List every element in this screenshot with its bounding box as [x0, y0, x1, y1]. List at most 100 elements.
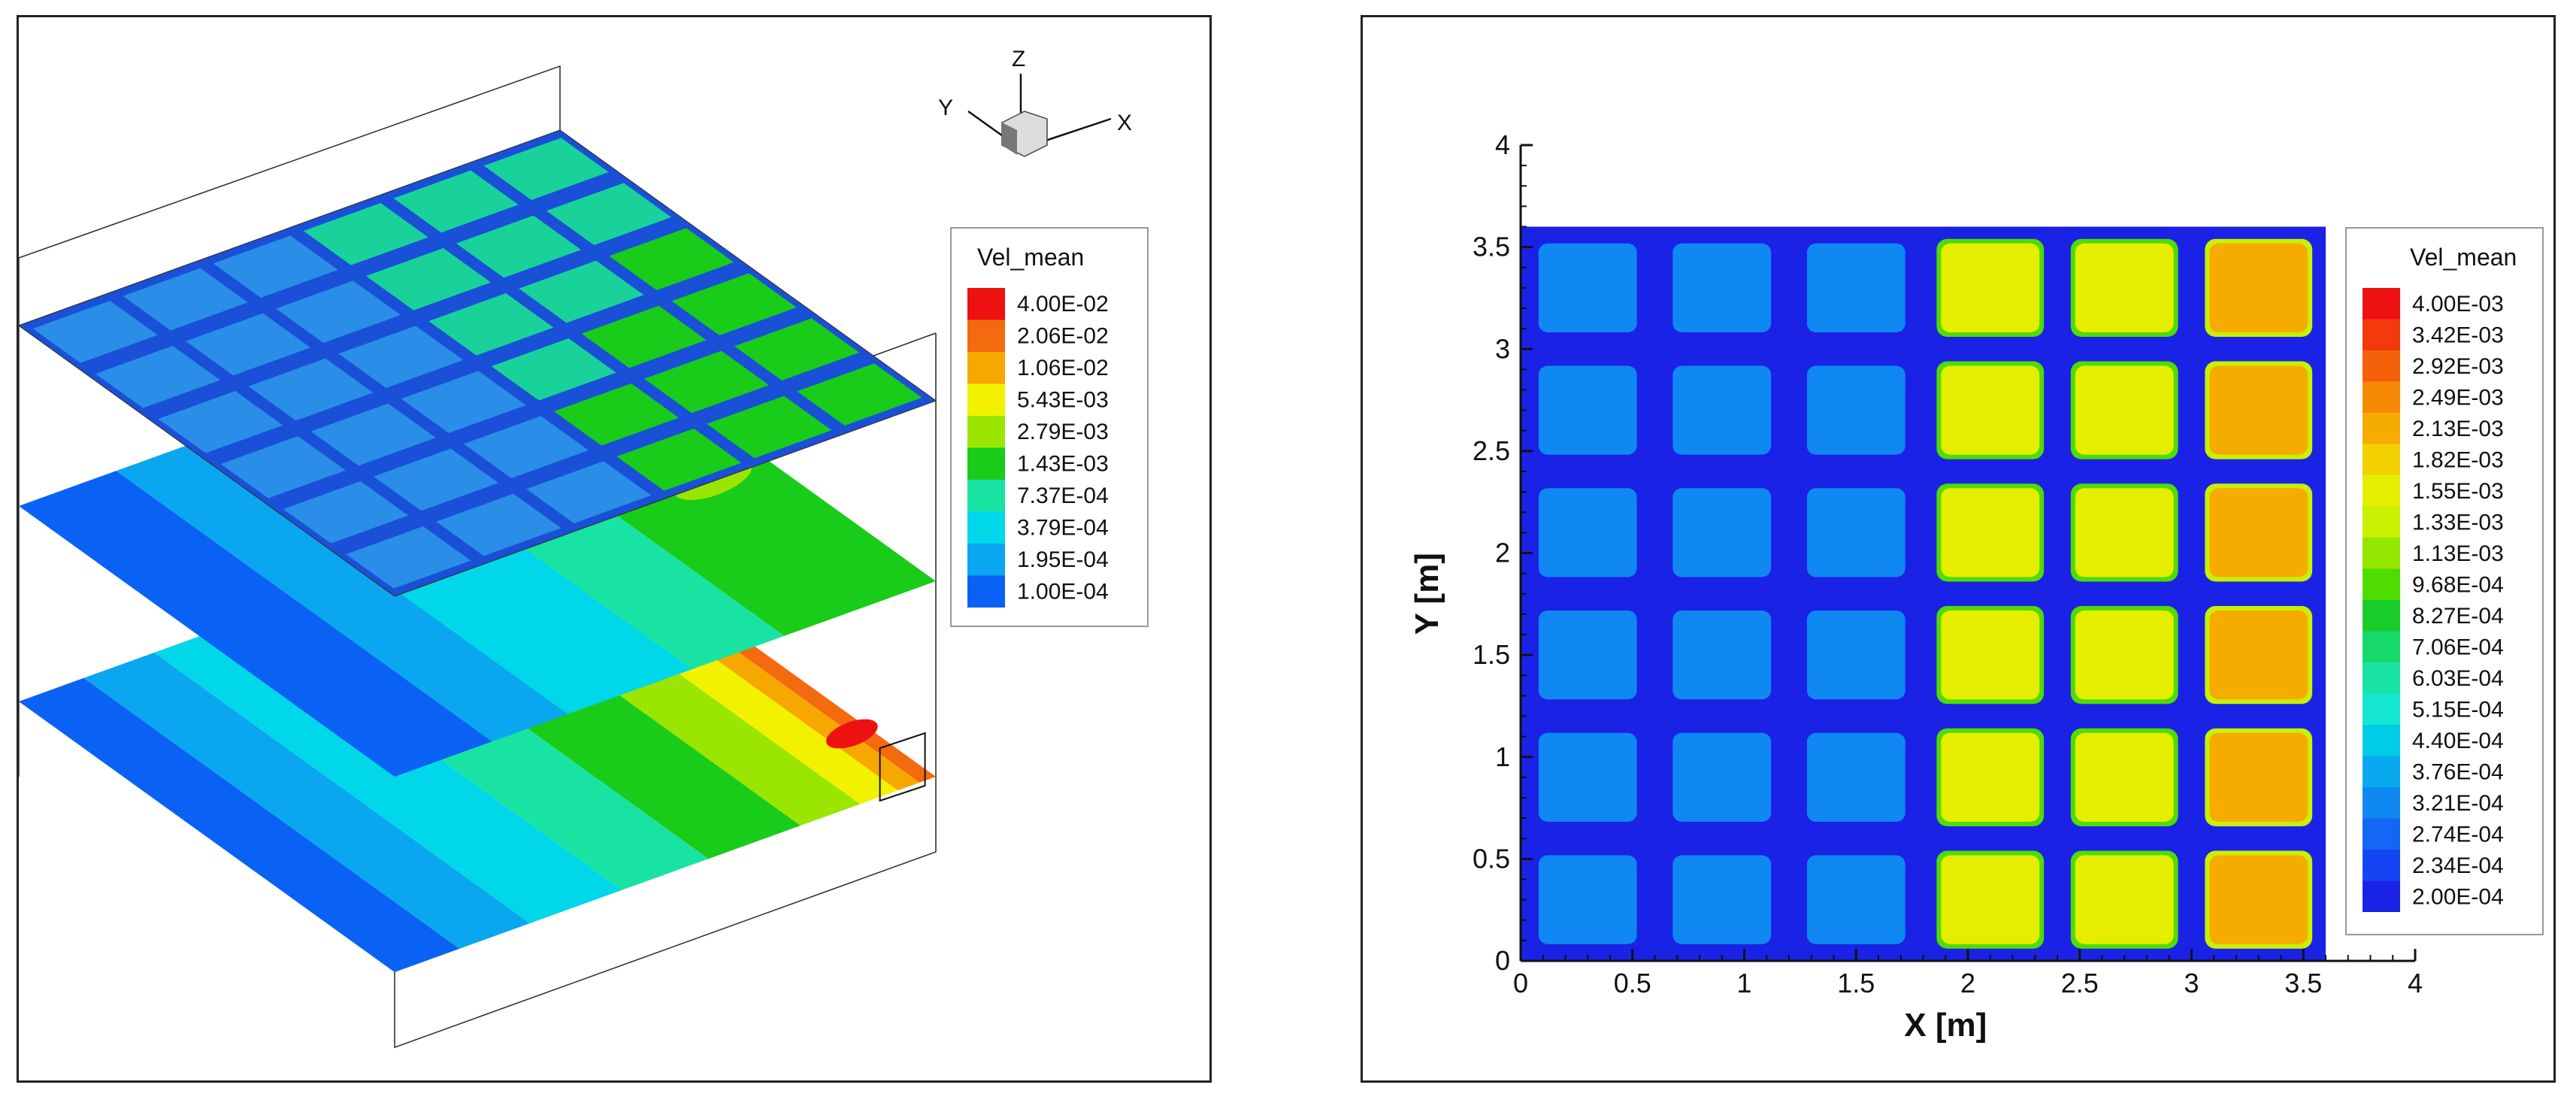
hotspot: [826, 719, 878, 749]
contour-band: [83, 653, 530, 949]
domain-background: [1521, 226, 2326, 961]
wire-top-back: [18, 65, 561, 259]
y-tick-label: 2.5: [1473, 435, 1510, 466]
top-plane-cell: [283, 480, 409, 544]
top-plane-cell: [303, 202, 428, 265]
cell: [1941, 488, 2040, 577]
top-plane-cell: [553, 383, 680, 446]
cell: [2209, 488, 2308, 577]
cell: [2075, 611, 2174, 700]
contour-band: [116, 443, 568, 742]
top-plane-cell: [32, 300, 158, 363]
top-plane-cell: [213, 235, 338, 298]
legend-label: 5.43E-03: [1017, 388, 1109, 413]
legend-label: 1.00E-04: [1017, 580, 1109, 605]
cell: [1538, 243, 1637, 332]
legend-label: 7.37E-04: [1017, 483, 1109, 508]
cell: [1672, 855, 1772, 944]
triad-cube-shade: [1002, 123, 1017, 155]
cell: [1941, 611, 2040, 700]
right-2d-contour-panel: 0 0.5 1 1.5 2 2.5 3 3.5 4 0 0.5 1 1.5 2 2.5 3 3.5 4 X [m] Y…: [1361, 15, 2556, 1083]
legend-label: 2.06E-02: [1017, 324, 1109, 349]
legend-swatch: [967, 416, 1005, 448]
cell: [2075, 855, 2174, 944]
top-plane-cell: [346, 526, 471, 589]
legend-swatch: [2363, 413, 2400, 444]
legend-swatch: [2363, 850, 2400, 881]
legend-swatch: [2363, 506, 2400, 538]
x-tick-label: 3.5: [2284, 968, 2322, 998]
top-plane-cell: [248, 358, 374, 421]
legend-label: 4.40E-04: [2412, 729, 2504, 753]
contour-band: [19, 677, 460, 972]
cell: [1538, 365, 1637, 455]
y-tick-label: 2: [1495, 538, 1510, 568]
y-tick-label: 1: [1495, 741, 1510, 772]
legend-swatch: [2363, 568, 2400, 600]
legend-swatch: [2363, 880, 2400, 912]
legend-swatch: [2363, 538, 2400, 569]
legend-swatch: [967, 383, 1005, 416]
y-tick-label: 0: [1495, 945, 1510, 976]
top-plane-cell: [158, 390, 283, 453]
top-plane-cell: [483, 138, 609, 201]
legend-label: 1.55E-03: [2412, 479, 2504, 504]
legend-swatch: [2363, 475, 2400, 507]
legend-label: 1.43E-03: [1017, 452, 1109, 477]
top-plane-cell: [463, 416, 589, 479]
legend-label: 2.74E-04: [2412, 823, 2504, 847]
legend-swatch: [967, 288, 1005, 320]
legend-title: Vel_mean: [2410, 244, 2517, 271]
cell: [1941, 365, 2040, 455]
axis-triad: Z Y X: [938, 47, 1132, 157]
legend-swatch: [967, 544, 1005, 576]
cell: [1806, 611, 1906, 700]
top-plane-cell: [310, 403, 436, 466]
y-tick-label: 0.5: [1473, 843, 1510, 874]
legend-label: 9.68E-04: [2412, 573, 2504, 598]
cell: [1806, 365, 1906, 455]
cell: [1672, 365, 1772, 455]
top-plane-cell: [707, 395, 832, 459]
top-plane-cell: [797, 363, 922, 426]
triad-x-label: X: [1117, 111, 1132, 135]
top-plane-cell: [436, 493, 562, 556]
legend-label: 1.13E-03: [2412, 541, 2504, 566]
legend-swatch: [2363, 381, 2400, 413]
cell: [1806, 732, 1906, 822]
top-plane-cell: [373, 448, 499, 511]
legend-label: 4.00E-03: [2412, 292, 2504, 317]
top-plane-cell: [616, 428, 742, 491]
legend-label: 1.82E-03: [2412, 448, 2504, 473]
cell: [1672, 243, 1772, 332]
legend-swatch: [2363, 756, 2400, 787]
legend-label: 1.33E-03: [2412, 511, 2504, 535]
cell: [2075, 243, 2174, 332]
legend-label: 3.79E-04: [1017, 516, 1109, 541]
x-tick-label: 2: [1960, 968, 1975, 998]
legend-label: 2.34E-04: [2412, 853, 2504, 878]
legend-swatch: [2363, 725, 2400, 756]
top-plane-cell: [365, 247, 492, 311]
legend-swatch: [967, 511, 1005, 544]
cell: [1538, 855, 1637, 944]
legend-swatch: [2363, 662, 2400, 694]
top-plane-cell: [526, 461, 652, 524]
legend-label: 3.76E-04: [2412, 760, 2504, 785]
legend-label: 4.00E-02: [1017, 292, 1109, 317]
contour-band: [19, 471, 492, 777]
x-tick-label: 3: [2184, 968, 2199, 998]
y-tick-label: 1.5: [1473, 639, 1510, 670]
x-tick-label: 4: [2408, 968, 2423, 998]
x-tick-label: 0.5: [1614, 968, 1651, 998]
top-plane-cell: [338, 326, 464, 389]
legend-label: 2.79E-03: [1017, 420, 1109, 444]
legend-swatch: [2363, 787, 2400, 819]
top-plane-cell: [275, 280, 401, 344]
legend-label: 2.00E-04: [2412, 885, 2504, 910]
legend-title: Vel_mean: [977, 244, 1084, 271]
cell: [1672, 488, 1772, 577]
legend-swatch: [2363, 631, 2400, 662]
top-plane-outline: [17, 129, 937, 597]
cell: [1806, 488, 1906, 577]
